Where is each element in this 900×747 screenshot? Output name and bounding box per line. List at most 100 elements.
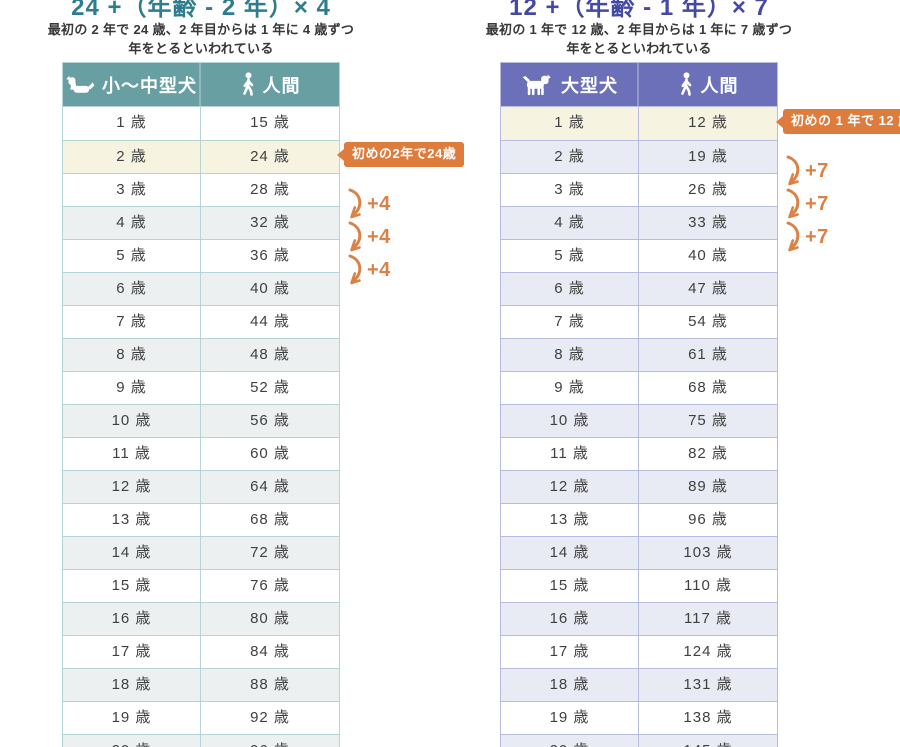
- table-row: 7 歳 44 歳: [63, 305, 339, 338]
- dog-column-label: 小〜中型犬: [102, 75, 197, 96]
- callout-badge: 初めの2年で24歳: [336, 142, 465, 167]
- human-age-cell: 47 歳: [688, 280, 728, 297]
- human-age-cell: 33 歳: [688, 214, 728, 231]
- table-row: 2 歳 24 歳: [63, 140, 339, 173]
- table-row: 20 歳96 歳: [63, 734, 339, 747]
- human-age-cell: 72 歳: [250, 544, 290, 561]
- table-row: 16 歳 117 歳: [501, 602, 777, 635]
- dog-age-cell: 11 歳: [63, 438, 201, 470]
- table-row: 4 歳 32 歳: [63, 206, 339, 239]
- human-age-cell: 84 歳: [250, 643, 290, 660]
- human-age-cell: 138 歳: [683, 709, 733, 726]
- dog-column-header: 大型犬: [501, 63, 639, 106]
- dog-age-cell: 17 歳: [501, 636, 639, 668]
- human-age-cell: 52 歳: [250, 379, 290, 396]
- human-age-cell: 68 歳: [688, 379, 728, 396]
- table-row: 3 歳 28 歳: [63, 173, 339, 206]
- human-age-cell: 117 歳: [683, 610, 733, 627]
- table-row: 10 歳 75 歳: [501, 404, 777, 437]
- dog-age-cell: 13 歳: [501, 504, 639, 536]
- human-column-label: 人間: [262, 75, 301, 96]
- table-row: 9 歳 68 歳: [501, 371, 777, 404]
- dog-age-cell: 7 歳: [501, 306, 639, 338]
- formula-title: 12 +（年齢 - 1 年）× 7: [509, 0, 769, 21]
- dog-age-cell: 7 歳: [63, 306, 201, 338]
- human-age-cell: 40 歳: [250, 280, 290, 297]
- dog-age-cell: 18 歳: [63, 669, 201, 701]
- human-age-cell: 24 歳: [250, 148, 290, 165]
- human-age-cell: 96 歳: [688, 511, 728, 528]
- dog-age-cell: 16 歳: [501, 603, 639, 635]
- table-row: 15 歳 110 歳: [501, 569, 777, 602]
- curved-arrow-icon: [786, 155, 800, 186]
- human-age-cell: 124 歳: [683, 643, 733, 660]
- curved-arrow-icon: [348, 188, 362, 219]
- human-age-cell: 60 歳: [250, 445, 290, 462]
- table-row: 13 歳 96 歳: [501, 503, 777, 536]
- table-row: 18 歳 131 歳: [501, 668, 777, 701]
- dog-age-cell: 19 歳: [63, 702, 201, 734]
- human-age-cell: 131 歳: [683, 676, 733, 693]
- table-row: 14 歳 103 歳: [501, 536, 777, 569]
- dog-age-cell: 17 歳: [63, 636, 201, 668]
- formula-description-line1: 最初の 1 年で 12 歳、2 年目からは 1 年に 7 歳ずつ: [485, 22, 793, 37]
- table-row: 1 歳 15 歳: [63, 107, 339, 140]
- increment-label: +7: [805, 192, 829, 215]
- table-row: 15 歳 76 歳: [63, 569, 339, 602]
- human-age-cell: 26 歳: [688, 181, 728, 198]
- human-age-cell: 75 歳: [688, 412, 728, 429]
- human-age-cell: 48 歳: [250, 346, 290, 363]
- human-age-cell: 19 歳: [688, 148, 728, 165]
- human-column-label: 人間: [700, 75, 739, 96]
- table-row: 1 歳 12 歳: [501, 107, 777, 140]
- formula-description-line2: 年をとるといわれている: [566, 40, 712, 56]
- increment-label: +4: [367, 225, 391, 248]
- dog-age-cell: 18 歳: [501, 669, 639, 701]
- dog-column-label: 大型犬: [561, 75, 618, 96]
- increment-annotation: +7: [784, 219, 829, 255]
- dog-age-cell: 20 歳: [63, 735, 201, 747]
- table-row: 8 歳 61 歳: [501, 338, 777, 371]
- formula-title: 24 +（年齢 - 2 年）× 4: [71, 0, 331, 21]
- callout-badge: 初めの 1 年で 12 歳: [776, 109, 900, 134]
- human-column-header: 人間: [201, 63, 339, 106]
- formula-description: 最初の 2 年で 24 歳、2 年目からは 1 年に 4 歳ずつ 年をとるといわ…: [40, 21, 362, 58]
- table-row: 18 歳 88 歳: [63, 668, 339, 701]
- dog-age-cell: 10 歳: [63, 405, 201, 437]
- table-body: 1 歳 12 歳 2 歳 19 歳 3 歳 26 歳 4 歳 33 歳 5 歳 40 歳 6 歳 47…: [501, 106, 777, 747]
- formula-description: 最初の 1 年で 12 歳、2 年目からは 1 年に 7 歳ずつ 年をとるといわ…: [478, 21, 800, 58]
- increment-label: +7: [805, 159, 829, 182]
- table-row: 5 歳 40 歳: [501, 239, 777, 272]
- age-conversion-table: 大型犬 人間: [500, 62, 778, 747]
- increment-annotation: +4: [346, 252, 391, 288]
- dog-age-cell: 4 歳: [501, 207, 639, 239]
- human-age-cell: 64 歳: [250, 478, 290, 495]
- table-row: 2 歳 19 歳: [501, 140, 777, 173]
- dog-age-cell: 11 歳: [501, 438, 639, 470]
- table-row: 8 歳 48 歳: [63, 338, 339, 371]
- human-age-cell: 92 歳: [250, 709, 290, 726]
- dog-age-cell: 2 歳: [63, 141, 201, 173]
- table-row: 20 歳145 歳: [501, 734, 777, 747]
- dog-age-cell: 13 歳: [63, 504, 201, 536]
- human-age-cell: 61 歳: [688, 346, 728, 363]
- dog-age-cell: 10 歳: [501, 405, 639, 437]
- person-icon: [240, 72, 256, 97]
- table-row: 16 歳 80 歳: [63, 602, 339, 635]
- formula-description-line2: 年をとるといわれている: [128, 40, 274, 56]
- curved-arrow-icon: [786, 221, 800, 252]
- human-age-cell: 32 歳: [250, 214, 290, 231]
- human-age-cell: 44 歳: [250, 313, 290, 330]
- table-row: 7 歳 54 歳: [501, 305, 777, 338]
- human-column-header: 人間: [639, 63, 777, 106]
- table-row: 19 歳 138 歳: [501, 701, 777, 734]
- table-row: 14 歳 72 歳: [63, 536, 339, 569]
- dog-age-cell: 2 歳: [501, 141, 639, 173]
- human-age-cell: 145 歳: [639, 735, 777, 747]
- dog-age-cell: 5 歳: [63, 240, 201, 272]
- human-age-cell: 110 歳: [683, 577, 733, 594]
- dog-age-cell: 3 歳: [501, 174, 639, 206]
- human-age-cell: 28 歳: [250, 181, 290, 198]
- table-row: 12 歳 64 歳: [63, 470, 339, 503]
- table-row: 10 歳 56 歳: [63, 404, 339, 437]
